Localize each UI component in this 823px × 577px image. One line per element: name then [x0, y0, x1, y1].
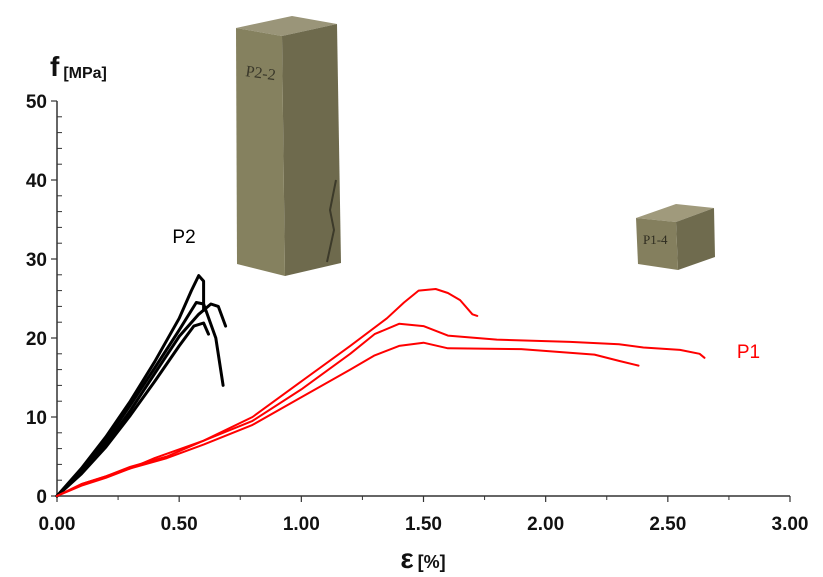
y-tick-label: 50: [26, 92, 47, 113]
x-axis-unit: [%]: [418, 552, 446, 572]
series-p1-line-7: [56, 341, 640, 497]
series-label-p2: P2: [172, 227, 195, 248]
svg-text:P1-4: P1-4: [643, 232, 668, 247]
y-tick-label: 40: [26, 171, 47, 192]
series-p2-line-4: [55, 321, 210, 498]
specimen-p2-photo: P2-2: [236, 16, 341, 276]
y-tick-label: 30: [26, 250, 47, 271]
series-label-p1: P1: [737, 342, 760, 363]
y-axis-title: f [MPa]: [50, 51, 107, 82]
x-tick-label: 3.00: [772, 514, 809, 535]
series-p1-line-6: [56, 288, 479, 497]
x-axis-title: ε [%]: [400, 543, 445, 574]
x-axis-symbol: ε: [400, 543, 413, 574]
y-tick-label: 20: [26, 329, 47, 350]
x-tick-label: 1.50: [405, 514, 442, 535]
y-tick-label: 10: [26, 408, 47, 429]
x-tick-label: 0.00: [39, 514, 76, 535]
series-p2-line-1: [55, 274, 206, 498]
x-tick-label: 2.00: [527, 514, 564, 535]
series-p2-line-2: [55, 301, 225, 498]
svg-text:P2-2: P2-2: [244, 63, 276, 84]
specimen-p1-photo: P1-4: [636, 204, 715, 270]
x-tick-label: 0.50: [161, 514, 198, 535]
x-tick-label: 2.50: [649, 514, 686, 535]
y-axis-symbol: f: [50, 51, 60, 82]
series-p1-line-5: [56, 322, 706, 497]
x-tick-label: 1.00: [283, 514, 320, 535]
y-tick-label: 0: [36, 487, 47, 508]
y-axis-unit: [MPa]: [63, 65, 107, 82]
